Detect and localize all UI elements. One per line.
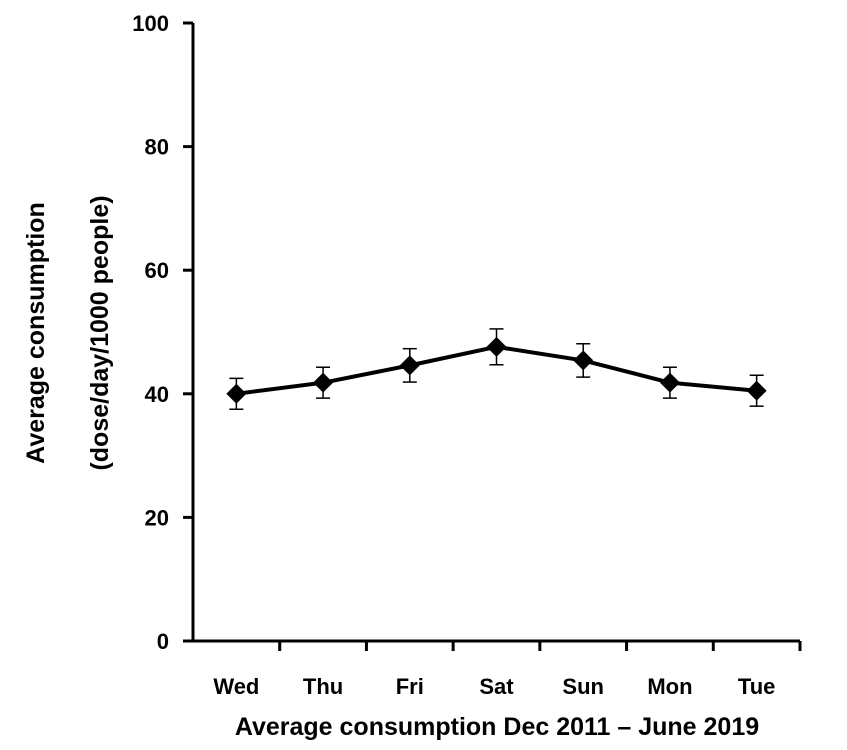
data-point-sun (573, 350, 594, 371)
y-tick-label-40: 40 (145, 382, 169, 407)
y-axis-title-line1: Average consumption (22, 202, 50, 464)
data-point-tue (746, 380, 767, 401)
y-tick-label-100: 100 (132, 11, 169, 36)
x-tick-label-tue: Tue (738, 674, 775, 699)
y-axis-ticks: 0 20 40 60 80 100 (132, 11, 193, 654)
x-tick-label-thu: Thu (303, 674, 343, 699)
x-tick-label-sun: Sun (562, 674, 604, 699)
data-point-sat (486, 336, 507, 357)
x-tick-label-fri: Fri (396, 674, 424, 699)
data-point-thu (313, 372, 334, 393)
data-point-wed (226, 383, 247, 404)
series-group (226, 328, 767, 410)
y-axis-title-line2: (dose/day/1000 people) (86, 195, 114, 470)
x-tick-label-sat: Sat (479, 674, 514, 699)
y-tick-label-60: 60 (145, 258, 169, 283)
x-tick-label-wed: Wed (213, 674, 259, 699)
data-point-fri (399, 355, 420, 376)
x-tick-label-mon: Mon (647, 674, 692, 699)
data-point-mon (659, 372, 680, 393)
y-tick-label-20: 20 (145, 505, 169, 530)
x-axis-ticks: Wed Thu Fri Sat Sun Mon Tue (213, 641, 802, 699)
y-tick-label-0: 0 (157, 629, 169, 654)
y-tick-label-80: 80 (145, 135, 169, 160)
x-axis-title: Average consumption Dec 2011 – June 2019 (235, 713, 759, 741)
